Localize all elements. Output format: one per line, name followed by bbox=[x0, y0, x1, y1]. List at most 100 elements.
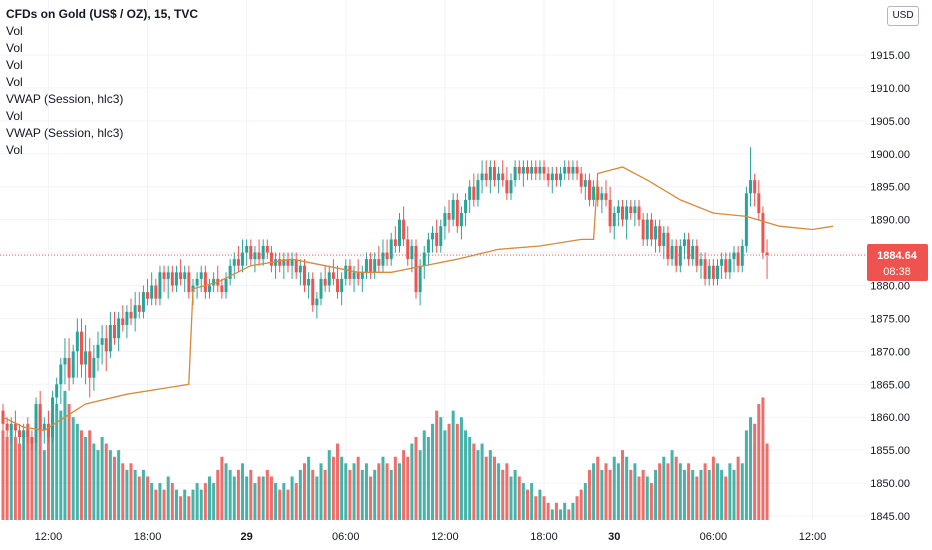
candle-body bbox=[108, 325, 112, 352]
volume-bar bbox=[414, 436, 418, 520]
volume-bar bbox=[571, 502, 575, 520]
price-tick-label: 1875.00 bbox=[870, 313, 910, 325]
candle-body bbox=[298, 265, 302, 273]
candle-body bbox=[129, 311, 133, 319]
volume-bar bbox=[129, 463, 133, 520]
volume-bar bbox=[703, 463, 707, 520]
candle-body bbox=[336, 278, 340, 293]
study-label[interactable]: Vol bbox=[6, 58, 23, 72]
time-axis-bg bbox=[0, 520, 866, 550]
volume-bar bbox=[546, 502, 550, 520]
volume-bar bbox=[662, 456, 666, 520]
candle-body bbox=[406, 239, 410, 260]
volume-bar bbox=[621, 450, 624, 520]
candle-body bbox=[166, 272, 170, 279]
volume-bar bbox=[757, 404, 761, 520]
volume-bar bbox=[336, 443, 340, 520]
volume-bar bbox=[695, 476, 699, 520]
price-tick-label: 1855.00 bbox=[870, 445, 910, 457]
price-tick-label: 1915.00 bbox=[870, 50, 910, 62]
price-tick-label: 1900.00 bbox=[870, 149, 910, 161]
symbol-title[interactable]: CFDs on Gold (US$ / OZ), 15, TVC bbox=[6, 7, 199, 21]
candle-body bbox=[749, 180, 753, 194]
candle-body bbox=[497, 173, 501, 181]
volume-bar bbox=[13, 436, 17, 520]
volume-bar bbox=[443, 430, 447, 520]
last-price-badge: 1884.64 08:38 bbox=[867, 244, 928, 281]
time-tick-label: 18:00 bbox=[134, 531, 162, 543]
volume-bar bbox=[517, 476, 521, 520]
study-label[interactable]: Vol bbox=[6, 41, 23, 55]
volume-bar bbox=[191, 489, 195, 520]
volume-bar bbox=[587, 469, 591, 520]
volume-bar bbox=[30, 436, 34, 520]
volume-bar bbox=[476, 450, 480, 520]
candle-body bbox=[364, 259, 368, 273]
time-tick-label: 06:00 bbox=[700, 531, 728, 543]
candle-body bbox=[455, 199, 459, 227]
volume-bar bbox=[108, 450, 112, 520]
candle-body bbox=[459, 213, 463, 227]
volume-bar bbox=[637, 476, 641, 520]
candle-body bbox=[377, 259, 381, 266]
study-label[interactable]: Vol bbox=[6, 75, 23, 89]
volume-bar bbox=[92, 443, 96, 520]
volume-bar bbox=[34, 443, 38, 520]
study-label[interactable]: Vol bbox=[6, 143, 23, 157]
volume-bar bbox=[439, 417, 443, 520]
study-label[interactable]: VWAP (Session, hlc3) bbox=[6, 126, 124, 140]
candle-body bbox=[46, 423, 50, 437]
volume-bar bbox=[418, 450, 422, 520]
candle-body bbox=[711, 265, 715, 279]
volume-bar bbox=[141, 469, 145, 520]
candle-body bbox=[9, 423, 13, 431]
volume-bar bbox=[389, 469, 393, 520]
candle-body bbox=[385, 252, 389, 260]
candle-body bbox=[253, 252, 257, 260]
candle-body bbox=[154, 285, 158, 299]
study-label[interactable]: VWAP (Session, hlc3) bbox=[6, 92, 124, 106]
candle-body bbox=[542, 166, 546, 174]
volume-bar bbox=[84, 436, 88, 520]
volume-bar bbox=[521, 483, 525, 520]
candle-body bbox=[699, 259, 703, 266]
price-tick-label: 1870.00 bbox=[870, 346, 910, 358]
candle-body bbox=[121, 318, 125, 326]
volume-bar bbox=[170, 483, 174, 520]
candle-body bbox=[232, 259, 236, 266]
candle-body bbox=[183, 272, 187, 279]
volume-bar bbox=[71, 417, 75, 520]
price-tick-label: 1890.00 bbox=[870, 215, 910, 227]
time-axis[interactable]: 12:00 18:00 29 06:00 12:00 18:00 30 06:00 12:00 bbox=[0, 520, 866, 550]
volume-bar bbox=[509, 476, 513, 520]
candle-body bbox=[137, 305, 141, 312]
volume-bar bbox=[63, 390, 67, 520]
candle-body bbox=[534, 166, 538, 174]
candle-body bbox=[340, 278, 344, 293]
volume-bar bbox=[641, 469, 645, 520]
candle-body bbox=[397, 219, 401, 246]
candle-body bbox=[212, 278, 216, 286]
volume-bar bbox=[583, 483, 587, 520]
volume-bar bbox=[158, 483, 162, 520]
candle-body bbox=[195, 278, 199, 286]
volume-bar bbox=[286, 489, 290, 520]
volume-bar bbox=[492, 456, 496, 520]
study-label[interactable]: Vol bbox=[6, 24, 23, 38]
candle-body bbox=[554, 173, 558, 181]
volume-bar bbox=[753, 423, 757, 520]
volume-bar bbox=[232, 476, 236, 520]
candle-body bbox=[393, 239, 397, 246]
candle-body bbox=[724, 259, 728, 273]
candle-body bbox=[732, 252, 736, 260]
candle-body bbox=[311, 278, 315, 306]
volume-bar bbox=[348, 469, 352, 520]
candle-body bbox=[30, 436, 34, 444]
candle-body bbox=[410, 245, 414, 260]
volume-bar bbox=[18, 443, 22, 520]
currency-button[interactable]: USD bbox=[887, 6, 919, 26]
candle-body bbox=[241, 252, 245, 266]
study-label[interactable]: Vol bbox=[6, 109, 23, 123]
candle-body bbox=[674, 245, 678, 266]
